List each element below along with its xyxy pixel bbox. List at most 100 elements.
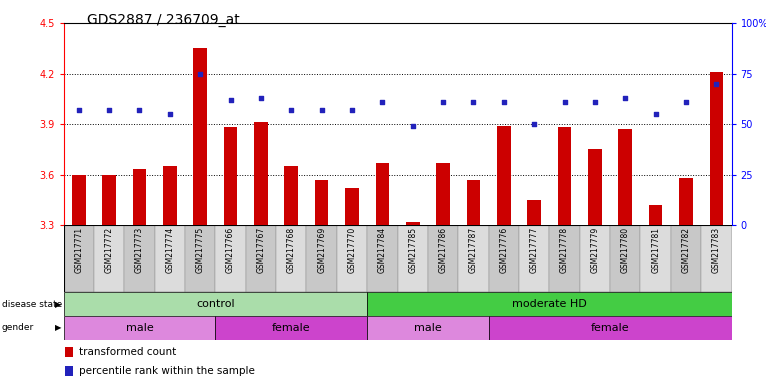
Text: GSM217773: GSM217773 <box>135 227 144 273</box>
Bar <box>94 225 124 292</box>
Bar <box>558 127 571 225</box>
Bar <box>367 292 732 316</box>
Point <box>558 99 571 105</box>
Point <box>164 111 176 117</box>
Text: GSM217781: GSM217781 <box>651 227 660 273</box>
Text: female: female <box>591 323 630 333</box>
Bar <box>580 225 610 292</box>
Point <box>437 99 449 105</box>
Bar <box>215 225 246 292</box>
Bar <box>337 225 367 292</box>
Bar <box>466 180 480 225</box>
Text: GSM217780: GSM217780 <box>620 227 630 273</box>
Point <box>589 99 601 105</box>
Bar <box>649 205 663 225</box>
Point <box>650 111 662 117</box>
Point <box>498 99 510 105</box>
Text: female: female <box>272 323 310 333</box>
Point <box>619 95 631 101</box>
Bar <box>618 129 632 225</box>
Point <box>407 123 419 129</box>
Bar <box>64 225 94 292</box>
Bar <box>527 200 541 225</box>
Text: GSM217779: GSM217779 <box>591 227 600 273</box>
Text: control: control <box>196 299 234 309</box>
Point <box>316 107 328 113</box>
Bar <box>406 222 420 225</box>
Bar <box>428 225 458 292</box>
Bar <box>65 347 73 357</box>
Text: GSM217778: GSM217778 <box>560 227 569 273</box>
Bar <box>315 180 329 225</box>
Point <box>346 107 358 113</box>
Text: ▶: ▶ <box>55 300 61 309</box>
Text: GSM217769: GSM217769 <box>317 227 326 273</box>
Bar <box>193 48 207 225</box>
Bar <box>398 225 428 292</box>
Point <box>224 97 237 103</box>
Bar <box>367 225 398 292</box>
Text: ▶: ▶ <box>55 323 61 333</box>
Bar <box>679 178 692 225</box>
Bar <box>224 127 237 225</box>
Bar <box>489 316 732 340</box>
Text: male: male <box>414 323 442 333</box>
Text: GSM217777: GSM217777 <box>529 227 538 273</box>
Bar <box>124 225 155 292</box>
Bar <box>519 225 549 292</box>
Text: disease state: disease state <box>2 300 62 309</box>
Point <box>710 81 722 87</box>
Bar <box>437 163 450 225</box>
Bar <box>701 225 732 292</box>
Bar <box>103 174 116 225</box>
Bar <box>489 225 519 292</box>
Text: GSM217772: GSM217772 <box>105 227 113 273</box>
Bar <box>163 166 177 225</box>
Text: GSM217767: GSM217767 <box>257 227 266 273</box>
Text: GSM217768: GSM217768 <box>286 227 296 273</box>
Bar <box>65 366 73 376</box>
Point <box>376 99 388 105</box>
Text: male: male <box>126 323 153 333</box>
Bar <box>640 225 671 292</box>
Bar <box>133 169 146 225</box>
Text: transformed count: transformed count <box>79 347 176 357</box>
Bar <box>284 166 298 225</box>
Text: GDS2887 / 236709_at: GDS2887 / 236709_at <box>87 13 239 27</box>
Text: GSM217785: GSM217785 <box>408 227 417 273</box>
Bar <box>64 316 215 340</box>
Text: moderate HD: moderate HD <box>512 299 587 309</box>
Bar <box>610 225 640 292</box>
Text: percentile rank within the sample: percentile rank within the sample <box>79 366 254 376</box>
Text: GSM217771: GSM217771 <box>74 227 83 273</box>
Text: GSM217786: GSM217786 <box>439 227 447 273</box>
Text: GSM217776: GSM217776 <box>499 227 509 273</box>
Bar <box>497 126 511 225</box>
Point <box>194 71 206 77</box>
Text: GSM217766: GSM217766 <box>226 227 235 273</box>
Point <box>528 121 540 127</box>
Bar <box>549 225 580 292</box>
Bar <box>671 225 701 292</box>
Bar <box>375 163 389 225</box>
Point <box>680 99 692 105</box>
Point <box>285 107 297 113</box>
Bar <box>185 225 215 292</box>
Text: GSM217770: GSM217770 <box>348 227 356 273</box>
Text: GSM217787: GSM217787 <box>469 227 478 273</box>
Bar <box>367 316 489 340</box>
Point <box>73 107 85 113</box>
Bar <box>72 174 86 225</box>
Bar <box>155 225 185 292</box>
Bar <box>458 225 489 292</box>
Point <box>467 99 480 105</box>
Text: GSM217775: GSM217775 <box>195 227 205 273</box>
Bar <box>254 122 268 225</box>
Point <box>133 107 146 113</box>
Bar <box>588 149 602 225</box>
Text: GSM217784: GSM217784 <box>378 227 387 273</box>
Bar <box>306 225 337 292</box>
Text: gender: gender <box>2 323 34 333</box>
Point <box>255 95 267 101</box>
Bar <box>215 316 367 340</box>
